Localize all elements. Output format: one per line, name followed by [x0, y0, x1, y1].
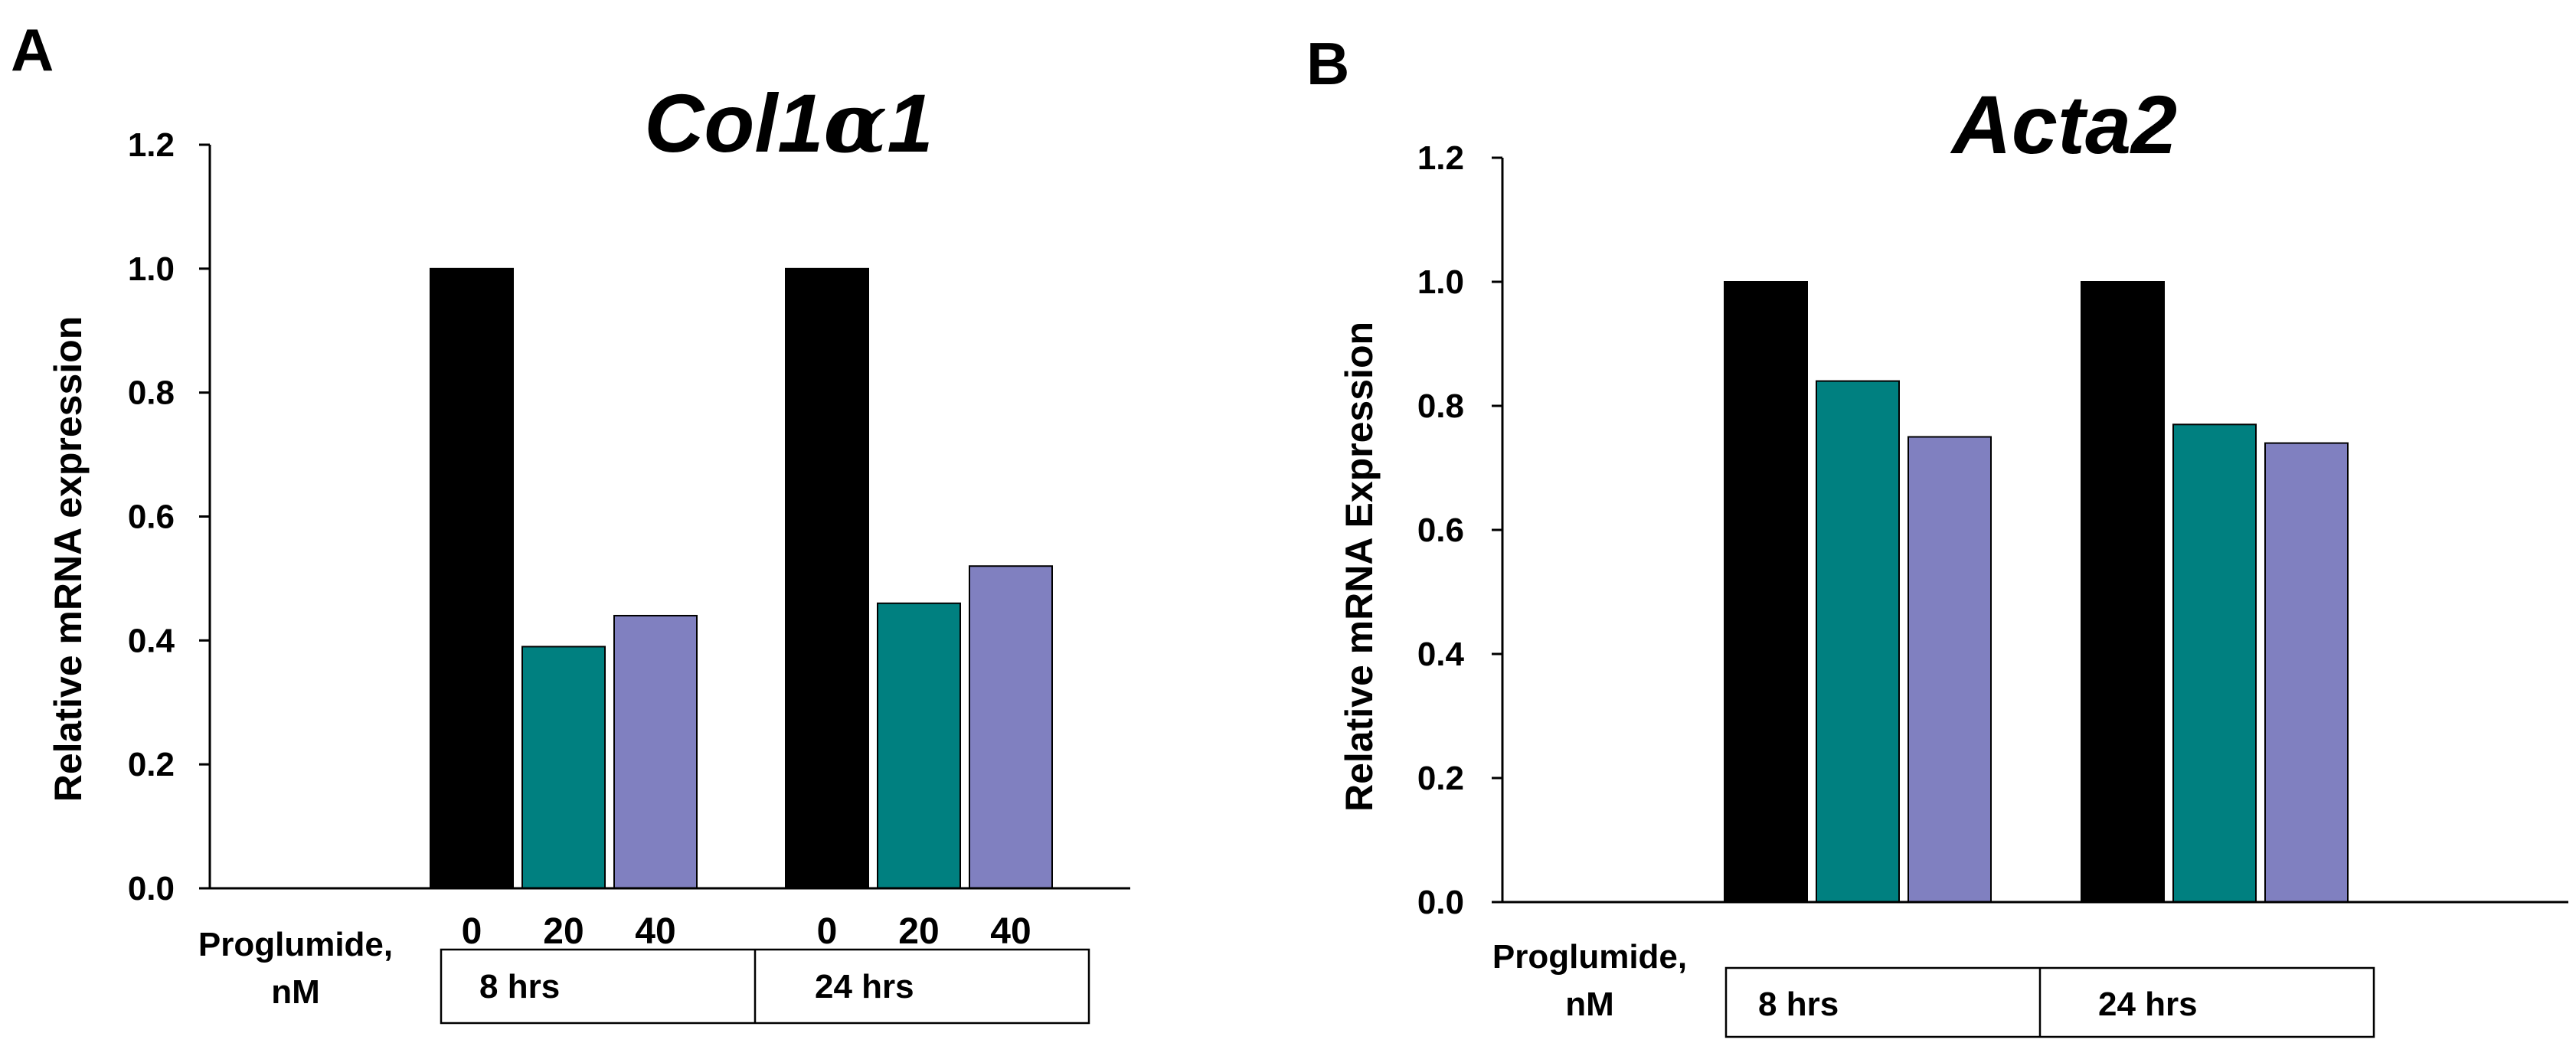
panel-b-row-label-line2: nM [1565, 986, 1614, 1023]
panel-a-title-greek: α [823, 75, 887, 172]
panel-a-y-ticks: 0.0 0.2 0.4 0.6 0.8 1.0 1.2 [128, 126, 210, 907]
bar-24hrs-0 [785, 267, 869, 890]
panel-a-row-label-line1: Proglumide, [198, 926, 393, 963]
panel-a-title: Col1α1 [644, 75, 933, 172]
panel-a-group-label-8hrs: 8 hrs [479, 968, 560, 1005]
bar-8hrs-0 [430, 267, 514, 890]
panel-a-dose-labels: 0 20 40 0 20 40 [462, 911, 1031, 952]
panel-b-group-box [1724, 966, 2375, 1038]
panel-a-group-box [440, 948, 1090, 1025]
panel-a-title-suffix: 1 [888, 77, 933, 169]
panel-a-chart: A Col1α1 Relative mRNA expression 0.0 0.2… [11, 16, 1130, 1025]
dose-label: 20 [543, 911, 584, 952]
dose-label: 40 [990, 911, 1031, 952]
panel-a-row-label-line2: nM [271, 973, 320, 1011]
dose-label: 40 [635, 911, 675, 952]
panel-a-group-label-24hrs: 24 hrs [815, 968, 914, 1005]
y-tick-label: 0.0 [128, 870, 175, 907]
panel-b-chart: B Acta2 Relative mRNA Expression 0.00.20… [1306, 30, 2568, 1038]
y-tick-label: 0.2 [1417, 760, 1464, 797]
bar-8hrs-2 [613, 614, 698, 889]
y-tick-label: 0.6 [128, 499, 175, 536]
bar-24hrs-2 [2264, 442, 2349, 903]
panel-b-letter: B [1306, 30, 1349, 97]
bar-24hrs-2 [969, 565, 1053, 889]
y-tick-label: 1.2 [128, 126, 175, 164]
y-tick-label: 0.0 [1417, 884, 1464, 921]
y-tick-label: 1.2 [1417, 139, 1464, 177]
panel-b-title: Acta2 [1950, 78, 2177, 171]
panel-b-y-axis-title: Relative mRNA Expression [1338, 322, 1381, 812]
panel-b-group-label-8hrs: 8 hrs [1758, 986, 1839, 1023]
bar-8hrs-2 [1907, 436, 1992, 903]
panel-b-row-label-line1: Proglumide, [1492, 938, 1687, 976]
y-tick-label: 0.8 [128, 374, 175, 412]
bar-8hrs-1 [521, 646, 606, 889]
panel-b-bars [1724, 281, 2349, 904]
bar-24hrs-1 [877, 602, 961, 889]
y-tick-label: 0.8 [1417, 387, 1464, 425]
panel-b-y-ticks: 0.0 0.2 0.4 0.6 0.8 1.0 1.2 [1417, 139, 1502, 921]
y-tick-label: 1.0 [128, 250, 175, 288]
bar-24hrs-1 [2172, 423, 2257, 903]
dose-label: 20 [898, 911, 939, 952]
y-tick-label: 0.4 [1417, 636, 1465, 673]
y-tick-label: 0.4 [128, 622, 175, 659]
panel-a-y-axis-title: Relative mRNA expression [47, 316, 90, 803]
bar-8hrs-1 [1816, 380, 1900, 904]
panel-b-group-label-24hrs: 24 hrs [2098, 986, 2198, 1023]
y-tick-label: 0.2 [128, 746, 175, 783]
panel-a-bars [430, 267, 1053, 890]
y-tick-label: 0.6 [1417, 512, 1464, 549]
panel-a-letter: A [11, 16, 54, 83]
panel-a-title-main: Col1 [644, 77, 823, 169]
y-tick-label: 1.0 [1417, 263, 1464, 301]
dose-label: 0 [462, 911, 482, 952]
bar-8hrs-0 [1724, 281, 1808, 903]
dose-label: 0 [817, 911, 838, 952]
bar-24hrs-0 [2081, 281, 2165, 903]
